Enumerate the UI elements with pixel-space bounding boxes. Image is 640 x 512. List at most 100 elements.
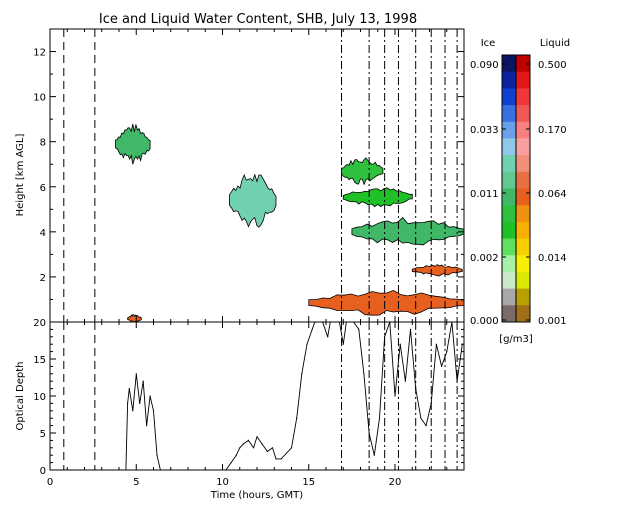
x-tick-label: 15 [302, 477, 315, 488]
optical-depth-point [342, 343, 344, 345]
optical-depth-point [235, 454, 237, 456]
colorbar-ice-segment [502, 188, 516, 206]
colorbar: Ice Liquid 0.090 0.033 0.011 0.002 0.000 0.50… [470, 38, 570, 345]
optical-depth-point [127, 402, 129, 404]
optical-depth-point [378, 417, 381, 419]
colorbar-ice-segment [502, 288, 516, 306]
top-y-tick-label: 6 [40, 183, 46, 194]
colorbar-liquid-segment [516, 138, 530, 156]
optical-depth-axes-frame [49, 321, 465, 471]
optical-depth-point [399, 343, 401, 345]
heatmap-y-axis-label: Height [km AGL] [15, 134, 26, 217]
optical-depth-point [230, 462, 232, 464]
colorbar-ice-segment [502, 105, 516, 123]
colorbar-liquid-segment [516, 221, 530, 240]
colorbar-liquid-segment [516, 238, 530, 256]
x-tick-label: 20 [389, 477, 402, 488]
colorbar-liquid-segment [516, 88, 530, 106]
ice-cloud-1 [228, 173, 277, 228]
x-axis-label: Time (hours, GMT) [210, 490, 304, 501]
colorbar-liquid-segment [516, 155, 530, 173]
optical-depth-point [152, 410, 155, 412]
top-y-tick-label: 12 [33, 48, 46, 59]
optical-depth-point [156, 454, 158, 456]
optical-depth-point [128, 388, 130, 390]
bottom-y-tick-label: 10 [33, 392, 46, 403]
colorbar-liquid-tick: 0.170 [538, 125, 567, 136]
optical-depth-point [327, 336, 329, 338]
heatmap-panel: 2 4 6 8 10 12 Height [km AGL] [15, 28, 465, 323]
optical-depth-point [301, 373, 303, 375]
optical-depth-point [306, 343, 308, 345]
bottom-y-tick-label: 15 [33, 355, 46, 366]
optical-depth-point [146, 425, 148, 427]
colorbar-liquid-segment [516, 121, 530, 139]
optical-depth-panel: 0 5 10 15 20 0 5 10 15 20 Optical Depth Time (hou… [15, 314, 465, 501]
optical-depth-point [239, 447, 241, 449]
colorbar-liquid-segment [516, 171, 530, 189]
colorbar-liquid-segment [516, 55, 530, 73]
bottom-y-tick-label: 20 [33, 318, 46, 329]
colorbar-ice-segment [502, 171, 516, 189]
colorbar-ice-segment [502, 255, 516, 273]
optical-depth-point [271, 447, 274, 449]
optical-depth-point [253, 447, 255, 449]
optical-depth-point [415, 388, 417, 390]
optical-depth-point [394, 395, 396, 397]
colorbar-ice-segment [502, 121, 516, 139]
colorbar-liquid-segment [516, 105, 530, 123]
optical-depth-point [358, 328, 360, 330]
liquid-cloud-5 [411, 264, 463, 277]
optical-depth-point [256, 436, 258, 438]
x-tick-label: 10 [216, 477, 229, 488]
optical-depth-point [425, 425, 427, 427]
optical-depth-point [373, 454, 375, 456]
x-tick-label: 0 [47, 477, 53, 488]
optical-depth-point [404, 380, 406, 382]
colorbar-liquid-segment [516, 305, 530, 323]
optical-depth-point [368, 432, 370, 434]
optical-depth-point [149, 395, 151, 397]
optical-depth-point [446, 351, 448, 353]
optical-depth-point [261, 443, 263, 445]
colorbar-liquid-tick: 0.014 [538, 253, 567, 264]
colorbar-liquid-frame [515, 54, 531, 323]
colorbar-ice-tick: 0.090 [470, 60, 499, 71]
top-y-tick-label: 2 [40, 273, 46, 284]
colorbar-liquid-segment [516, 71, 530, 89]
ice-cloud-0 [115, 123, 151, 165]
optical-depth-point [338, 314, 339, 315]
optical-depth-point [247, 439, 249, 441]
optical-depth-point [409, 328, 412, 330]
colorbar-ice-label: Ice [481, 38, 496, 49]
optical-depth-point [384, 336, 386, 338]
colorbar-liquid-segment [516, 205, 530, 223]
top-y-tick-label: 10 [33, 93, 46, 104]
optical-depth-point [242, 443, 244, 445]
ice-cloud-4 [351, 217, 464, 246]
ice-cloud-2 [341, 157, 384, 186]
bottom-y-tick-label: 0 [40, 466, 46, 477]
top-y-tick-label: 4 [40, 228, 46, 239]
optical-depth-point [420, 417, 422, 419]
colorbar-ice-segment [502, 71, 516, 89]
colorbar-liquid-segment [516, 255, 530, 273]
bottom-y-tick-label: 5 [40, 429, 46, 440]
colorbar-ice-segment [502, 221, 516, 240]
ice-cloud-3 [342, 187, 413, 208]
optical-depth-point [275, 458, 277, 460]
colorbar-ice-segment [502, 238, 516, 256]
optical-depth-point [363, 373, 365, 375]
optical-depth-point [430, 402, 432, 404]
colorbar-ice-segment [502, 88, 516, 106]
heatmap-axes-frame [49, 28, 465, 323]
colorbar-ice-tick: 0.011 [470, 189, 499, 200]
colorbar-ice-segment [502, 55, 516, 73]
x-tick-label: 5 [133, 477, 139, 488]
colorbar-liquid-label: Liquid [540, 38, 570, 49]
colorbar-ice-segment [502, 305, 516, 323]
optical-depth-point [317, 314, 318, 315]
colorbar-units: [g/m3] [499, 334, 533, 345]
optical-depth-point [441, 365, 443, 367]
